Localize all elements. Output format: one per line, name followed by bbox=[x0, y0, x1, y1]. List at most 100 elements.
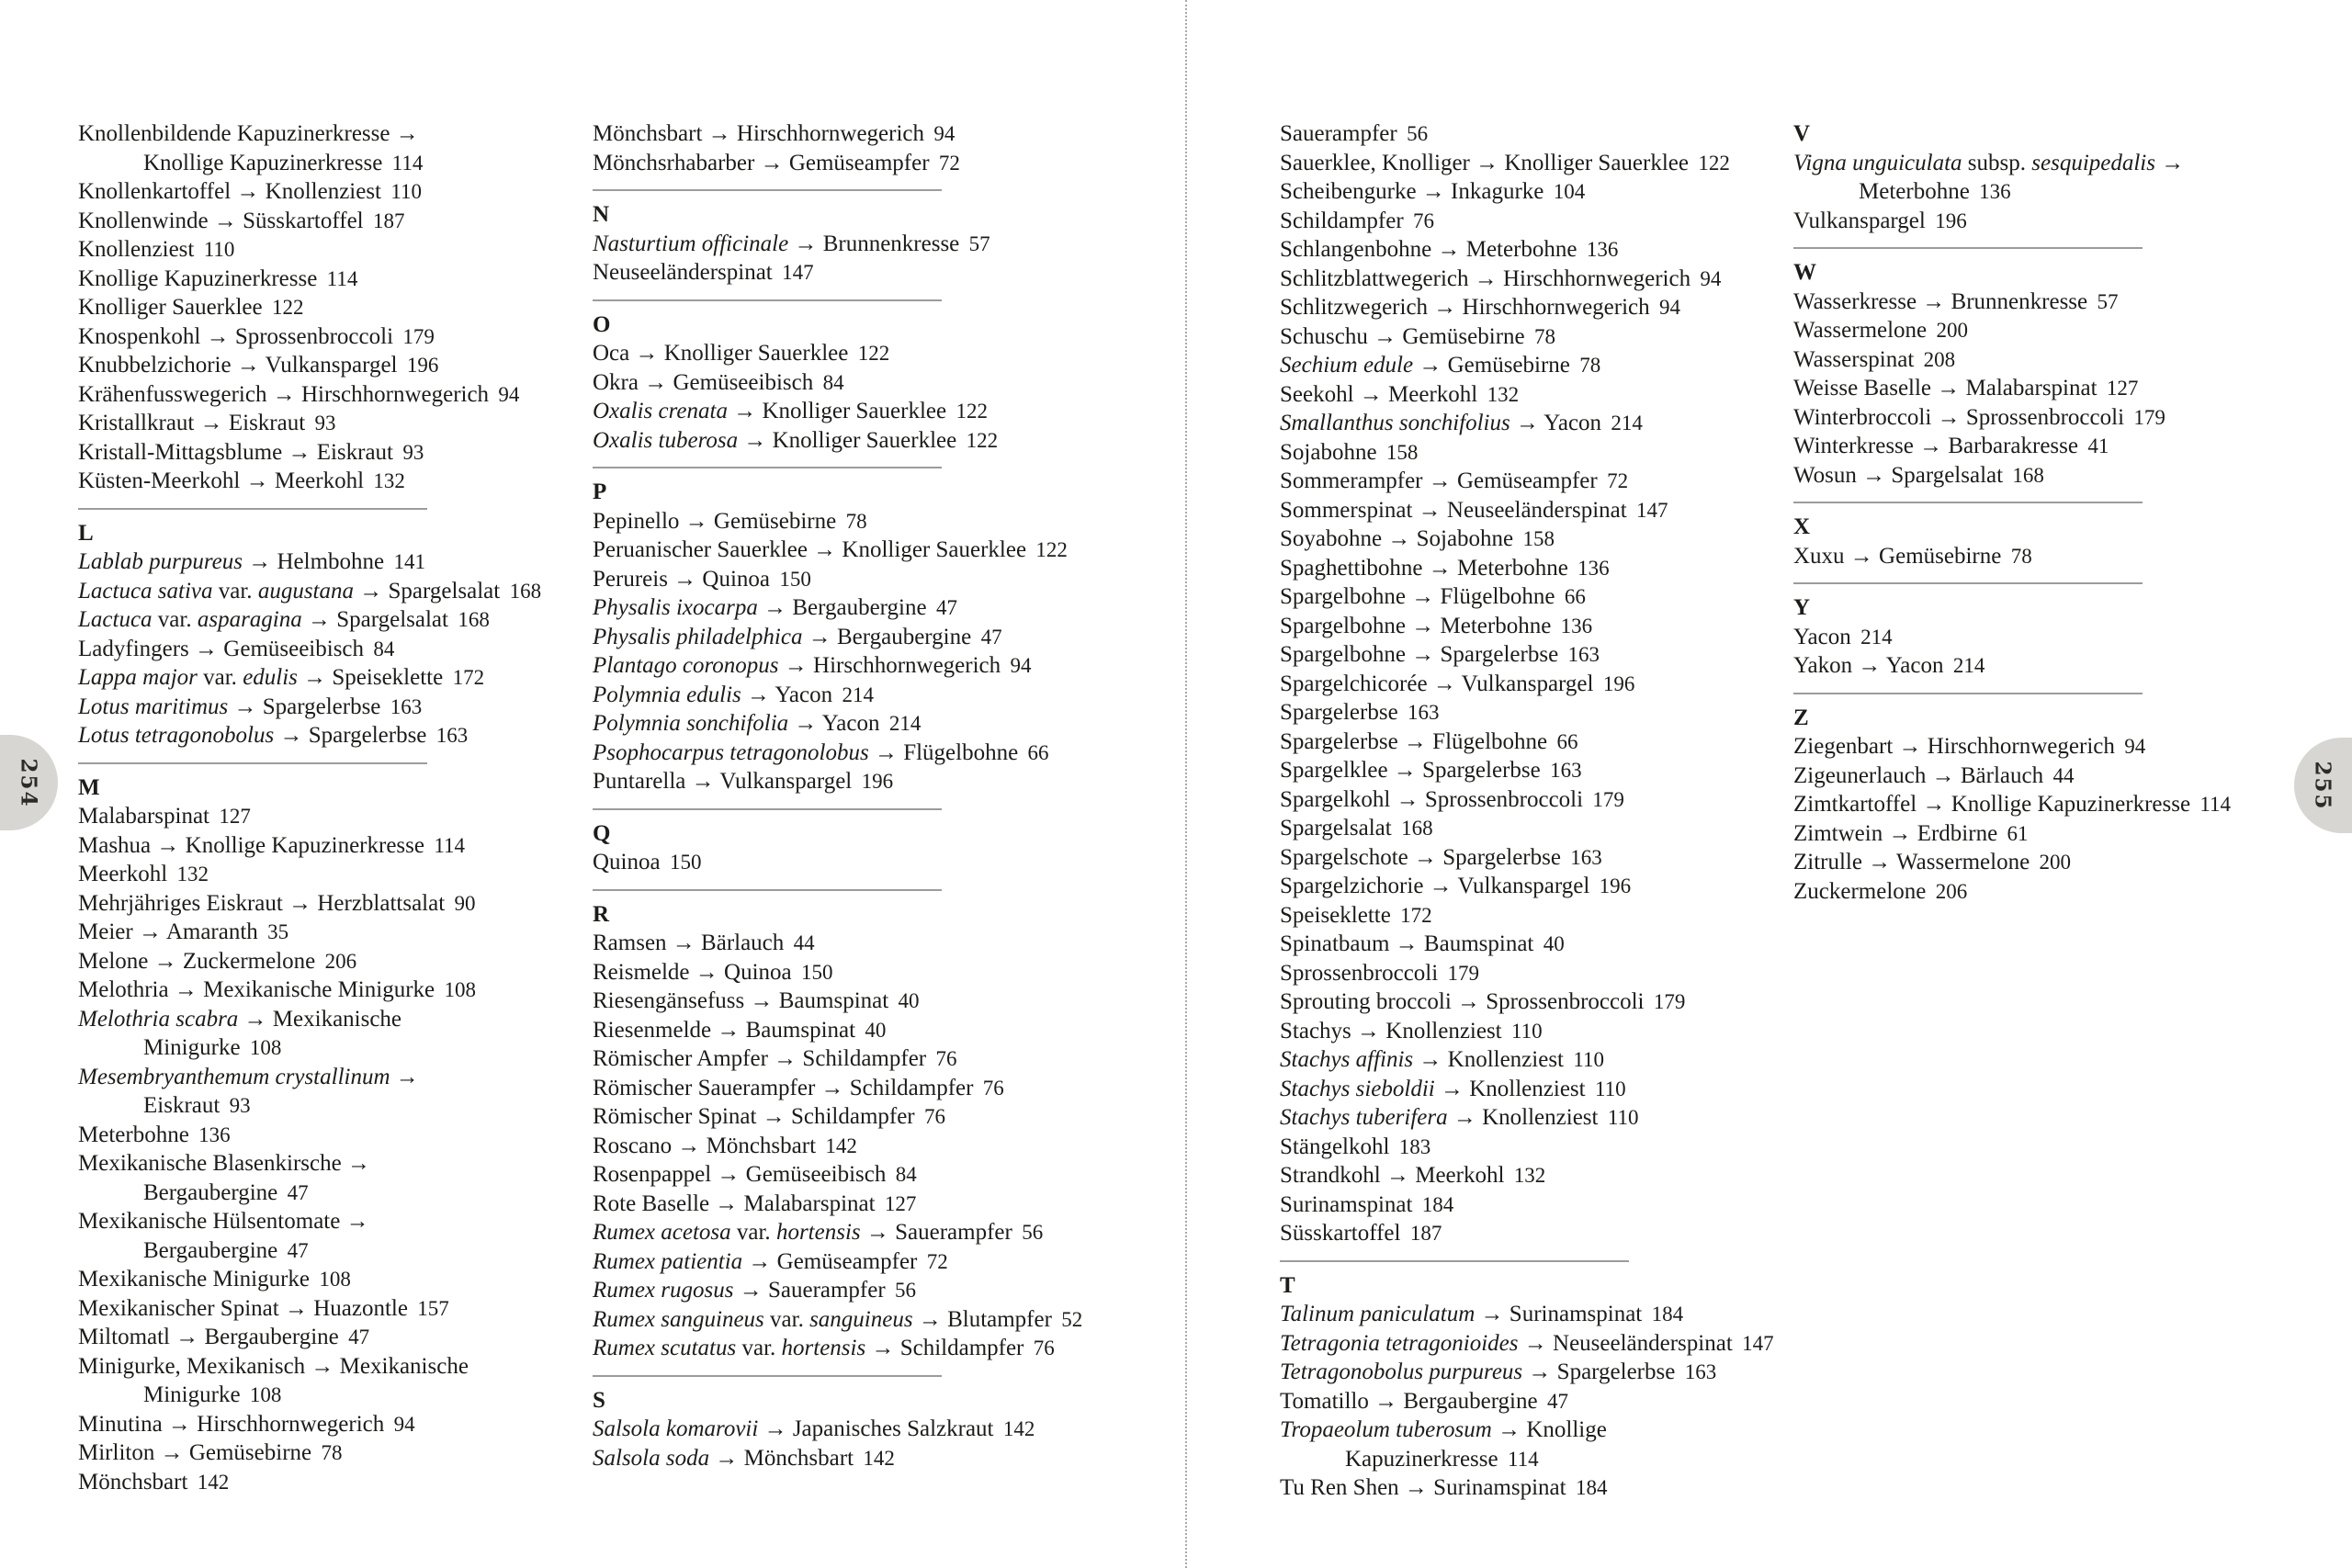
entry-text: Winterbroccoli → Sprossenbroccoli bbox=[1793, 404, 2125, 430]
page-ref: 40 bbox=[1543, 932, 1565, 955]
latin-name: Physalis ixocarpa bbox=[593, 595, 758, 620]
section-letter-n: N bbox=[593, 202, 610, 227]
index-entry: Vulkanspargel 196 bbox=[1793, 207, 2308, 236]
entry-text: Bergaubergine bbox=[143, 1237, 278, 1263]
page-ref: 76 bbox=[982, 1076, 1004, 1100]
index-entry: Meier → Amaranth 35 bbox=[78, 918, 589, 947]
section-divider-rule bbox=[593, 189, 942, 191]
page-ref: 206 bbox=[324, 949, 357, 973]
entry-text: Zimtkartoffel → Knollige Kapuzinerkresse bbox=[1793, 792, 2191, 817]
page-ref: 150 bbox=[800, 960, 833, 984]
page-ref: 94 bbox=[2124, 735, 2146, 758]
index-entry: Rumex patientia → Gemüseampfer 72 bbox=[593, 1247, 1103, 1277]
index-entry: Sprouting broccoli → Sprossenbroccoli 179 bbox=[1280, 987, 1791, 1017]
latin-name: Oxalis crenata bbox=[593, 399, 728, 423]
page-ref: 78 bbox=[321, 1441, 343, 1464]
page-ref: 93 bbox=[314, 412, 336, 434]
page-ref: 78 bbox=[845, 509, 867, 533]
index-entry: Ladyfingers → Gemüseeibisch 84 bbox=[78, 635, 589, 664]
page-ref: 122 bbox=[1698, 151, 1730, 175]
page-ref: 127 bbox=[2106, 377, 2139, 400]
entry-text: Oca → Knolliger Sauerklee bbox=[593, 341, 849, 366]
section-letter-s: S bbox=[593, 1387, 605, 1413]
entry-text: Zimtwein → Erdbirne bbox=[1793, 820, 1998, 846]
page-ref: 158 bbox=[1385, 440, 1419, 464]
entry-text: → Yacon bbox=[741, 682, 833, 707]
index-entry: Melothria scabra → Mexikanische Minigurke… bbox=[78, 1005, 589, 1063]
index-entry: Physalis philadelphica → Bergaubergine 47 bbox=[593, 623, 1103, 652]
index-entry: Schildampfer 76 bbox=[1280, 207, 1791, 236]
entry-text: Wosun → Spargelsalat bbox=[1793, 462, 2004, 488]
page-ref: 179 bbox=[1447, 961, 1480, 985]
page-ref: 179 bbox=[1653, 990, 1686, 1013]
index-entry: Psophocarpus tetragonolobus → Flügelbohn… bbox=[593, 739, 1103, 768]
page-ref: 47 bbox=[287, 1238, 309, 1262]
entry-text: Römischer Sauerampfer → Schildampfer bbox=[593, 1075, 974, 1100]
entry-text: → Knollenziest bbox=[1434, 1076, 1586, 1101]
index-entry: Schlitzblattwegerich → Hirschhornwegeric… bbox=[1280, 265, 1791, 294]
index-entry: Lablab purpureus → Helmbohne 141 bbox=[78, 547, 589, 577]
entry-text: Schuschu → Gemüsebirne bbox=[1280, 323, 1525, 349]
latin-name: Rumex patientia bbox=[593, 1248, 743, 1274]
entry-text: Peruanischer Sauerklee → Knolliger Sauer… bbox=[593, 537, 1027, 562]
entry-text: Puntarella → Vulkanspargel bbox=[593, 769, 853, 794]
index-entry: Spaghettibohne → Meterbohne 136 bbox=[1280, 554, 1791, 583]
entry-text: Malabarspinat bbox=[78, 804, 210, 829]
entry-text: Knubbelzichorie → Vulkanspargel bbox=[78, 353, 398, 378]
page-ref: 108 bbox=[249, 1383, 282, 1406]
page-ref: 114 bbox=[2199, 793, 2232, 816]
index-entry: Kristall-Mittagsblume → Eiskraut 93 bbox=[78, 438, 589, 468]
latin-name: Mesembryanthemum crystallinum bbox=[78, 1064, 390, 1089]
entry-text: Mexikanische Blasenkirsche → bbox=[78, 1151, 370, 1176]
index-entry: Knospenkohl → Sprossenbroccoli 179 bbox=[78, 322, 589, 352]
entry-text: Okra → Gemüseeibisch bbox=[593, 369, 814, 395]
section-letter-y: Y bbox=[1793, 595, 1811, 620]
entry-text: Ramsen → Bärlauch bbox=[593, 931, 785, 955]
page-ref: 47 bbox=[980, 625, 1002, 649]
entry-text: → Mexikanische bbox=[238, 1006, 402, 1032]
page-ref: 72 bbox=[926, 1249, 948, 1273]
entry-text: → Brunnenkresse bbox=[788, 231, 960, 256]
section-divider-rule bbox=[1793, 502, 2143, 503]
section-divider-rule bbox=[1280, 1259, 1629, 1262]
index-entry: Wasserkresse → Brunnenkresse 57 bbox=[1793, 288, 2308, 317]
page-ref: 114 bbox=[434, 833, 465, 857]
latin-name: augustana bbox=[257, 578, 354, 604]
entry-text: Mexikanische Hülsentomate → bbox=[78, 1209, 369, 1234]
latin-name: Melothria scabra bbox=[78, 1006, 239, 1032]
entry-text: var. bbox=[736, 1336, 782, 1360]
latin-name: Lotus tetragonobolus bbox=[78, 723, 275, 748]
index-entry: Riesengänsefuss → Baumspinat 40 bbox=[593, 987, 1103, 1016]
entry-text: Römischer Ampfer → Schildampfer bbox=[593, 1046, 927, 1071]
page-ref: 108 bbox=[319, 1268, 351, 1291]
entry-text: Minigurke, Mexikanisch → Mexikanische bbox=[78, 1353, 469, 1379]
entry-text: Quinoa bbox=[593, 850, 661, 874]
page-ref: 66 bbox=[1556, 729, 1578, 753]
entry-text: Minigurke bbox=[143, 1382, 241, 1407]
entry-text: → Mönchsbart bbox=[709, 1445, 854, 1471]
latin-name: Rumex acetosa bbox=[593, 1220, 731, 1245]
index-entry: Knolliger Sauerklee 122 bbox=[78, 293, 589, 322]
entry-text: Zuckermelone bbox=[1793, 878, 1927, 904]
entry-text: → Knollenziest bbox=[1413, 1047, 1564, 1072]
index-entry: Riesenmelde → Baumspinat 40 bbox=[593, 1016, 1103, 1045]
page-ref: 93 bbox=[402, 440, 424, 464]
page-ref: 142 bbox=[863, 1446, 895, 1470]
page-ref: 56 bbox=[895, 1279, 917, 1302]
entry-text: Knollenbildende Kapuzinerkresse → bbox=[78, 121, 419, 146]
page-ref: 168 bbox=[2012, 463, 2044, 487]
page-ref: 196 bbox=[861, 770, 894, 793]
section-letter-t: T bbox=[1280, 1272, 1295, 1298]
entry-text: Minutina → Hirschhornwegerich bbox=[78, 1411, 385, 1437]
latin-name: Lotus maritimus bbox=[78, 694, 229, 719]
index-entry: Mexikanische Blasenkirsche → Bergaubergin… bbox=[78, 1149, 589, 1207]
entry-text: → Knolliger Sauerklee bbox=[738, 427, 957, 453]
entry-text: Rote Baselle → Malabarspinat bbox=[593, 1190, 876, 1216]
entry-text: → bbox=[2154, 150, 2185, 175]
entry-text: Rosenpappel → Gemüseeibisch bbox=[593, 1162, 887, 1187]
index-column-1: Knollenbildende Kapuzinerkresse → Knollig… bbox=[78, 119, 589, 1496]
entry-text: Stachys → Knollenziest bbox=[1280, 1018, 1502, 1043]
entry-text: Sommerampfer → Gemüseampfer bbox=[1280, 468, 1598, 493]
entry-text: Knospenkohl → Sprossenbroccoli bbox=[78, 323, 394, 349]
entry-text: Yacon bbox=[1793, 624, 1851, 649]
